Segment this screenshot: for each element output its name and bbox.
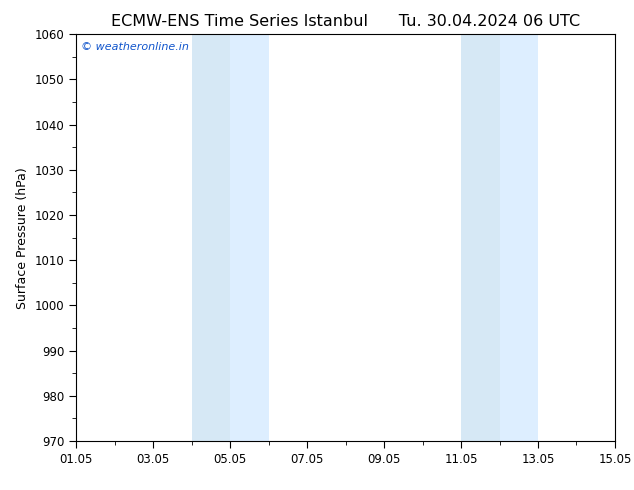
Title: ECMW-ENS Time Series Istanbul      Tu. 30.04.2024 06 UTC: ECMW-ENS Time Series Istanbul Tu. 30.04.… [111,14,580,29]
Bar [230,34,269,441]
Text: © weatheronline.in: © weatheronline.in [81,43,190,52]
Bar [500,34,538,441]
Bar [461,34,500,441]
Y-axis label: Surface Pressure (hPa): Surface Pressure (hPa) [16,167,29,309]
Bar [191,34,230,441]
